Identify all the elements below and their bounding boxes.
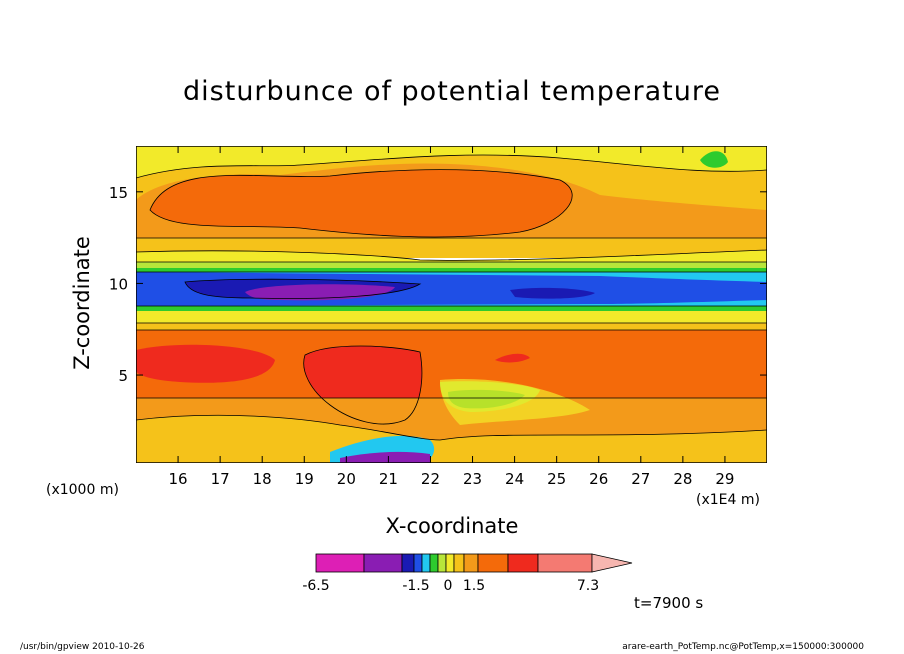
colorbar-arrow [591,553,633,573]
x-axis-label: X-coordinate [385,514,519,538]
x-tick-label: 16 [169,470,188,488]
band-lower-green [136,306,767,312]
colorbar-swatch [437,553,447,573]
x-tick-label: 23 [463,470,482,488]
contour-field [136,146,767,463]
colorbar-swatch [363,553,403,573]
contour-line-4 [136,249,767,261]
colorbar-swatch [315,553,365,573]
contour-line-2 [149,169,573,238]
band-green [136,268,767,274]
patch-yellow-low [440,379,590,425]
contour-line-1 [136,154,767,179]
y-ticks: 5 10 15 [109,184,767,385]
colorbar-label: -1.5 [402,578,429,594]
y-tick-label: 10 [109,275,128,293]
colorbar-swatch [421,553,431,573]
x-unit-label: (x1000 m) [46,482,119,498]
x-tick-label: 17 [211,470,230,488]
x-tick-label: 25 [547,470,566,488]
x-tick-label: 19 [295,470,314,488]
colorbar-swatch [401,553,415,573]
patch-surface-purple [340,451,430,463]
colorbar-label: 1.5 [463,578,485,594]
contour-line-11 [303,345,423,425]
contour-line-13 [136,414,767,441]
colorbar-swatch [477,553,509,573]
band-lower-gold [136,323,767,331]
band-base-gold [136,415,767,463]
band-upper-core [150,169,573,237]
colorbar-label: 0 [444,578,453,594]
band-navy-east [510,287,595,299]
footer-right: arare-earth_PotTemp.nc@PotTemp,x=150000:… [622,642,864,652]
x-tick-label: 28 [673,470,692,488]
band-lower-yellow [136,311,767,325]
chart-title: disturbunce of potential temperature [183,76,721,107]
contour-lines [136,154,767,441]
y-tick-label: 5 [118,367,128,385]
x-tick-label: 24 [505,470,524,488]
x-tick-label: 22 [421,470,440,488]
footer-left: /usr/bin/gpview 2010-10-26 [20,642,145,652]
x-tick-label: 18 [253,470,272,488]
colorbar-swatch [507,553,539,573]
colorbar-label: 7.3 [577,578,599,594]
band-yellow-green [136,262,767,270]
patch-red-west [136,344,275,383]
colorbar-swatch [537,553,593,573]
patch-top-right-green [700,151,728,168]
colorbar-swatch [453,553,465,573]
x-tick-label: 26 [589,470,608,488]
patch-red-east [495,353,530,363]
colorbar-swatch [463,553,479,573]
colorbar-swatch [429,553,439,573]
x-tick-label: 20 [337,470,356,488]
x-tick-label: 21 [379,470,398,488]
x-ticks: 16 17 18 19 20 21 22 23 24 25 26 27 28 29 [169,146,734,488]
y-tick-label: 15 [109,184,128,202]
colorbar-swatch [413,553,423,573]
time-label: t=7900 s [634,594,704,612]
x-tick-label: 29 [715,470,734,488]
colorbar-swatch [445,553,455,573]
x-tick-label: 27 [631,470,650,488]
colorbar-label: -6.5 [302,578,329,594]
colorbar: -6.5 -1.5 0 1.5 7.3 [302,553,633,594]
x-unit-label-2: (x1E4 m) [696,492,760,508]
contour-line-7 [184,278,422,299]
